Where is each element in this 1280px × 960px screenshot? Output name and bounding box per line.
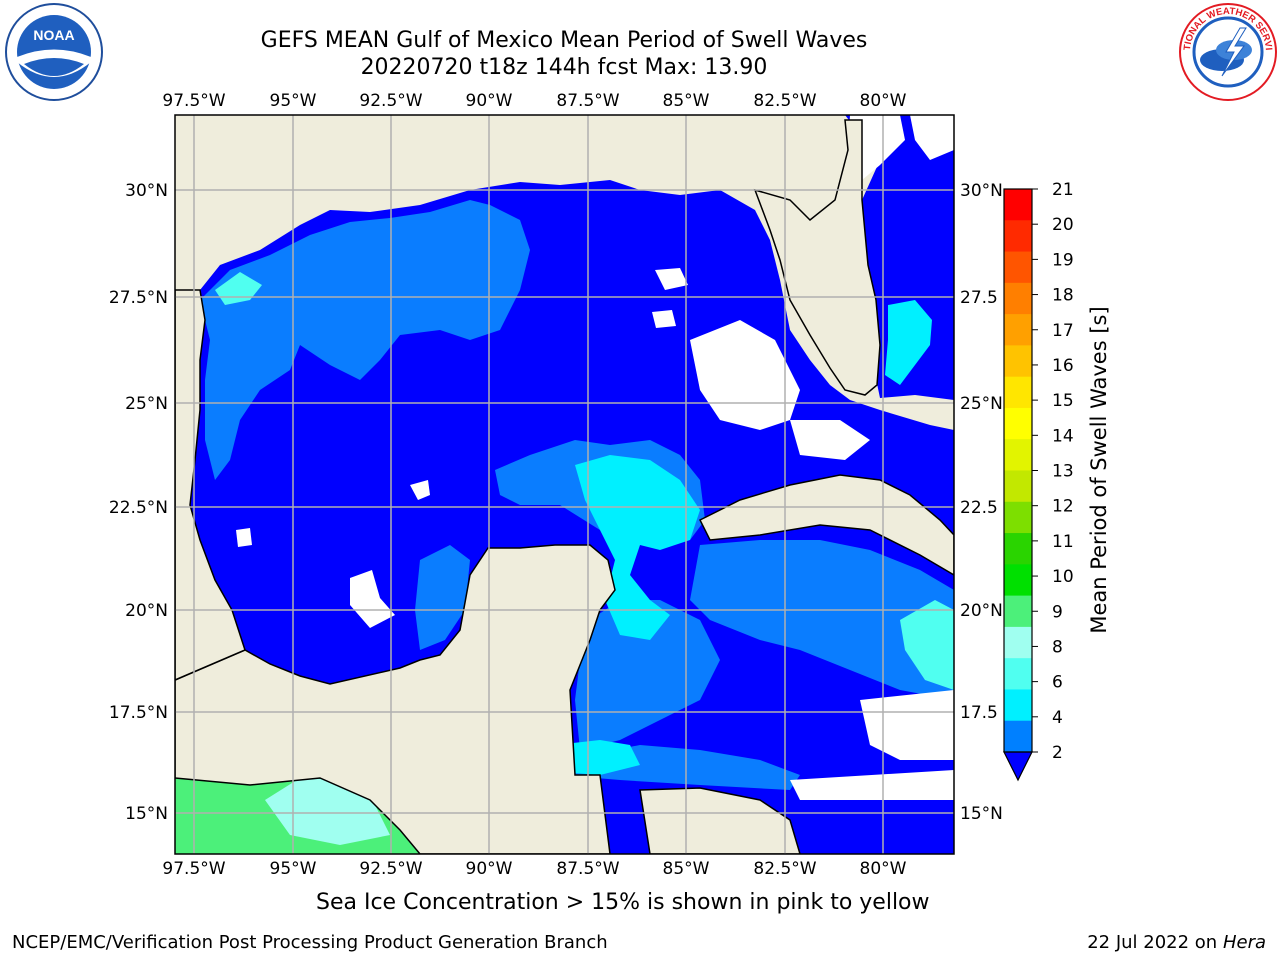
- colorbar-tick-label: 9: [1052, 602, 1063, 622]
- map-area: [175, 115, 954, 854]
- lon-label-top: 97.5°W: [162, 91, 225, 111]
- colorbar-swatch: [1004, 501, 1032, 534]
- colorbar-swatch: [1004, 376, 1032, 409]
- noaa-logo-icon: NOAA: [5, 3, 103, 101]
- footer-host: Hera: [1222, 932, 1266, 953]
- lat-label-left: 15°N: [125, 804, 168, 824]
- nws-logo-icon: NATIONAL WEATHER SERVICE: [1178, 2, 1277, 101]
- footer-credit: NCEP/EMC/Verification Post Processing Pr…: [12, 932, 608, 953]
- lon-label-top: 90°W: [466, 91, 513, 111]
- colorbar-swatch: [1004, 251, 1032, 284]
- lat-label-right: 17.5: [960, 703, 998, 723]
- colorbar-swatch: [1004, 282, 1032, 315]
- coastlines: [175, 119, 954, 854]
- colorbar-label: Mean Period of Swell Waves [s]: [1087, 306, 1111, 633]
- lat-label-right: 20°N: [960, 601, 1003, 621]
- colorbar-tick-label: 18: [1052, 286, 1074, 306]
- map-frame: [174, 114, 955, 855]
- colorbar-tick-label: 6: [1052, 673, 1063, 693]
- colorbar-tick-label: 17: [1052, 321, 1074, 341]
- lon-label-bottom: 85°W: [663, 859, 710, 879]
- lon-label-top: 82.5°W: [753, 91, 816, 111]
- colorbar-swatch: [1004, 689, 1032, 722]
- colorbar-swatch: [1004, 626, 1032, 659]
- colorbar-tick-label: 14: [1052, 426, 1074, 446]
- swell-cyan-channel: [575, 455, 700, 640]
- lon-label-bottom: 92.5°W: [359, 859, 422, 879]
- colorbar-tick-label: 11: [1052, 532, 1074, 552]
- colorbar-tick-label: 16: [1052, 356, 1074, 376]
- colorbar-tick-label: 21: [1052, 180, 1074, 200]
- colorbar-swatch: [1004, 314, 1032, 346]
- colorbar-swatch: [1004, 658, 1032, 690]
- colorbar-tick-label: 2: [1052, 743, 1063, 763]
- lon-label-bottom: 80°W: [860, 859, 907, 879]
- colorbar-tick-label: 8: [1052, 637, 1063, 657]
- colorbar-tick-label: 20: [1052, 215, 1074, 235]
- colorbar-swatch: [1004, 189, 1032, 221]
- colorbar-swatch: [1004, 564, 1032, 597]
- lat-label-left: 30°N: [125, 181, 168, 201]
- colorbar-swatch: [1004, 720, 1032, 753]
- swell-zone-west: [200, 200, 530, 480]
- colorbar-swatch: [1004, 533, 1032, 565]
- colorbar-tick-label: 12: [1052, 497, 1074, 517]
- colorbar-swatch: [1004, 407, 1032, 440]
- lon-label-bottom: 90°W: [466, 859, 513, 879]
- lat-label-left: 27.5°N: [109, 288, 168, 308]
- lon-label-top: 95°W: [270, 91, 317, 111]
- lon-label-top: 92.5°W: [359, 91, 422, 111]
- colorbar-swatch: [1004, 345, 1032, 378]
- lon-label-bottom: 97.5°W: [162, 859, 225, 879]
- lat-label-left: 17.5°N: [109, 703, 168, 723]
- lat-label-right: 15°N: [960, 804, 1003, 824]
- lon-label-top: 85°W: [663, 91, 710, 111]
- swell-zone-caribbean: [690, 540, 954, 700]
- colorbar: [1004, 189, 1032, 753]
- lat-label-left: 22.5°N: [109, 498, 168, 518]
- colorbar-tick-label: 4: [1052, 708, 1063, 728]
- colorbar-swatch: [1004, 439, 1032, 471]
- lon-label-top: 80°W: [860, 91, 907, 111]
- svg-text:NOAA: NOAA: [33, 27, 74, 43]
- colorbar-swatch: [1004, 220, 1032, 253]
- colorbar-swatch: [1004, 595, 1032, 628]
- colorbar-tick-label: 19: [1052, 250, 1074, 270]
- lon-label-bottom: 82.5°W: [753, 859, 816, 879]
- lon-label-top: 87.5°W: [556, 91, 619, 111]
- lat-label-right: 30°N: [960, 181, 1003, 201]
- swell-cyan-yucatan-coast: [555, 740, 640, 775]
- footer-date: 22 Jul 2022 on Hera: [1087, 932, 1266, 953]
- colorbar-ticks: 21 20 19 18 17 16 15 14 13 12 11 10 9 8 6 4 2: [1032, 180, 1074, 763]
- colorbar-tick-label: 15: [1052, 391, 1074, 411]
- lat-label-left: 20°N: [125, 601, 168, 621]
- colorbar-tick-label: 13: [1052, 462, 1074, 482]
- colorbar-tick-label: 10: [1052, 567, 1074, 587]
- swell-zone-campeche: [415, 545, 470, 650]
- lat-label-left: 25°N: [125, 394, 168, 414]
- lat-label-right: 22.5: [960, 498, 998, 518]
- colorbar-extend-arrow: [1003, 751, 1033, 782]
- colorbar-swatch: [1004, 470, 1032, 503]
- sea-ice-note: Sea Ice Concentration > 15% is shown in …: [316, 890, 930, 915]
- map-title: GEFS MEAN Gulf of Mexico Mean Period of …: [260, 28, 868, 53]
- lat-lon-grid: [175, 115, 954, 854]
- lon-label-bottom: 87.5°W: [556, 859, 619, 879]
- swell-cyan-caribbean: [900, 600, 954, 690]
- map-subtitle: 20220720 t18z 144h fcst Max: 13.90: [360, 55, 768, 80]
- lon-label-bottom: 95°W: [270, 859, 317, 879]
- lat-label-right: 27.5: [960, 288, 998, 308]
- footer-date-text: 22 Jul 2022 on: [1087, 932, 1223, 953]
- swell-cyan-florida: [885, 300, 932, 385]
- lat-label-right: 25°N: [960, 394, 1003, 414]
